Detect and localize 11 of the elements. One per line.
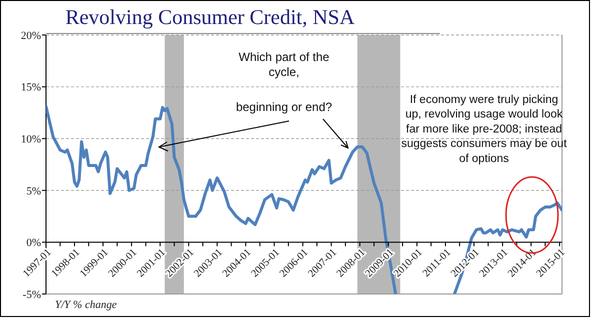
y-tick-label: 10% <box>20 133 41 146</box>
annotation: beginning or end? <box>236 100 332 114</box>
y-tick-label: 0% <box>26 237 41 250</box>
chart-title: Revolving Consumer Credit, NSA <box>65 5 356 29</box>
annotation: If economy were truly picking up, revolving usage would look far more like pre-2008; instead suggests consumers may be out of options <box>401 94 568 165</box>
y-tick-label: 15% <box>20 82 41 94</box>
text: Y/Y % change <box>55 299 117 311</box>
y-tick-label: 20% <box>20 30 41 42</box>
y-tick-label: -5% <box>22 288 41 301</box>
annotation: Which part of the cycle, <box>238 50 330 79</box>
y-tick-label: 5% <box>26 185 41 198</box>
